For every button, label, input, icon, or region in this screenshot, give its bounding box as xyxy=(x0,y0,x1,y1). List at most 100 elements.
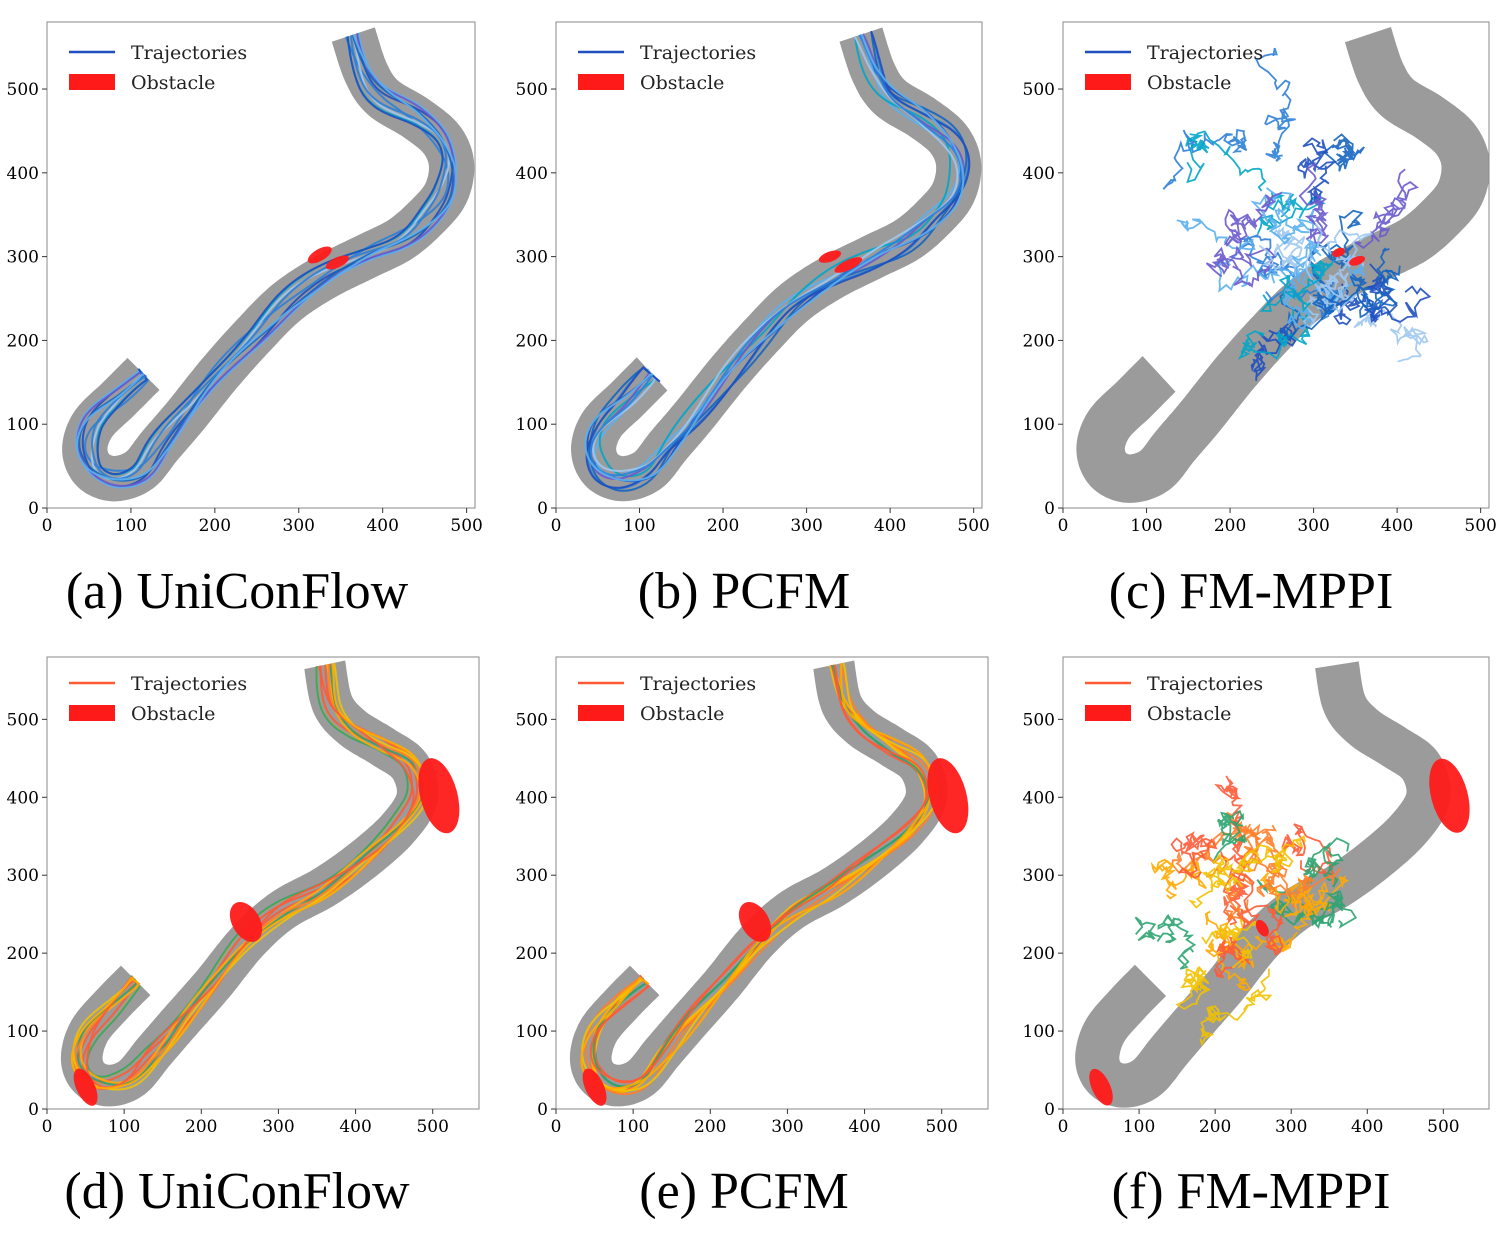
legend-obstacle-label: Obstacle xyxy=(1147,72,1231,94)
x-tick-label: 400 xyxy=(874,516,906,536)
caption-c: (c) FM-MPPI xyxy=(1108,563,1394,620)
x-tick-label: 0 xyxy=(1058,1117,1069,1137)
x-tick-label: 100 xyxy=(115,516,147,536)
y-tick-label: 300 xyxy=(7,866,39,886)
trajectory-line xyxy=(1213,936,1251,979)
y-tick-label: 0 xyxy=(1044,499,1055,519)
x-tick-label: 100 xyxy=(623,516,655,536)
trajectory-line xyxy=(1353,309,1429,363)
trajectory-line xyxy=(1250,187,1317,245)
legend-obstacle-label: Obstacle xyxy=(640,703,724,725)
x-tick-label: 100 xyxy=(617,1117,649,1137)
trajectory-line xyxy=(72,662,429,1091)
plot-frame xyxy=(1062,656,1490,1110)
trajectory-line xyxy=(1201,918,1260,969)
panel-c: 0 100 200 300 400 500 0 100 200 300 400 500 Trajecto… xyxy=(1023,21,1497,536)
road xyxy=(1076,22,1489,503)
legend-obstacle-swatch xyxy=(1085,705,1131,721)
obstacle xyxy=(73,1068,98,1106)
legend-obstacle-swatch xyxy=(578,705,624,721)
legend-obstacle-swatch xyxy=(69,74,115,90)
trajectory-line xyxy=(76,663,424,1086)
obstacle xyxy=(1349,255,1366,266)
caption-e: (e) PCFM xyxy=(639,1163,849,1220)
plot-area xyxy=(62,22,475,502)
trajectory-line xyxy=(1303,837,1350,888)
trajectory-line xyxy=(589,34,963,477)
plot-frame xyxy=(555,656,989,1110)
x-tick-label: 0 xyxy=(1058,516,1069,536)
legend-trajectories-label: Trajectories xyxy=(1147,673,1263,695)
trajectory-line xyxy=(76,34,457,481)
y-tick-label: 100 xyxy=(1023,1022,1055,1042)
y-tick-label: 0 xyxy=(28,499,39,519)
x-tick-label: 300 xyxy=(1275,1117,1307,1137)
legend-obstacle-label: Obstacle xyxy=(1147,703,1231,725)
y-tick-label: 300 xyxy=(516,248,548,268)
y-tick-label: 500 xyxy=(516,710,548,730)
y-tick-label: 400 xyxy=(516,788,548,808)
trajectory-line xyxy=(1231,872,1285,956)
trajectory-line xyxy=(1243,838,1342,896)
trajectory-line xyxy=(1239,234,1297,281)
x-tick-label: 500 xyxy=(450,516,482,536)
x-tick-label: 500 xyxy=(1427,1117,1459,1137)
y-tick-label: 500 xyxy=(7,710,39,730)
trajectory-line xyxy=(1256,192,1327,235)
trajectory-line xyxy=(1170,831,1218,879)
x-tick-label: 200 xyxy=(707,516,739,536)
y-tick-label: 200 xyxy=(1023,331,1055,351)
legend: Trajectories Obstacle xyxy=(69,42,247,94)
legend-obstacle-label: Obstacle xyxy=(131,703,215,725)
x-tick-label: 0 xyxy=(42,516,53,536)
x-tick-label: 400 xyxy=(339,1117,371,1137)
legend: Trajectories Obstacle xyxy=(578,673,756,725)
trajectory-line xyxy=(1205,245,1276,288)
y-tick-label: 300 xyxy=(1023,866,1055,886)
panel-d: 0 100 200 300 400 500 0 100 200 300 400 500 Trajecto… xyxy=(7,656,480,1137)
trajectory-line xyxy=(1185,130,1267,192)
trajectory-line xyxy=(1254,47,1296,162)
legend-trajectories-label: Trajectories xyxy=(131,42,247,64)
x-tick-label: 500 xyxy=(1464,516,1496,536)
y-tick-label: 100 xyxy=(7,415,39,435)
caption-f: (f) FM-MPPI xyxy=(1111,1163,1391,1220)
obstacle xyxy=(927,758,969,834)
y-tick-label: 400 xyxy=(1023,788,1055,808)
plot-area xyxy=(571,22,982,502)
trajectory-line xyxy=(1176,218,1282,293)
road xyxy=(62,22,475,502)
y-tick-label: 500 xyxy=(1023,80,1055,100)
plot-frame xyxy=(1062,21,1490,509)
y-tick-label: 300 xyxy=(1023,248,1055,268)
plot-area xyxy=(1076,22,1489,503)
y-tick-label: 300 xyxy=(7,248,39,268)
trajectory-line xyxy=(1134,914,1197,970)
y-tick-label: 500 xyxy=(516,80,548,100)
legend-obstacle-swatch xyxy=(578,74,624,90)
y-tick-label: 100 xyxy=(7,1022,39,1042)
trajectory-line xyxy=(1349,247,1400,319)
y-tick-label: 500 xyxy=(1023,710,1055,730)
x-tick-label: 500 xyxy=(925,1117,957,1137)
x-tick-label: 400 xyxy=(1381,516,1413,536)
trajectory-line xyxy=(1150,858,1207,900)
panel-f: 0 100 200 300 400 500 0 100 200 300 400 500 Trajecto… xyxy=(1023,656,1490,1137)
trajectory-line xyxy=(1171,819,1262,875)
x-tick-label: 500 xyxy=(957,516,989,536)
trajectory-line xyxy=(580,663,934,1090)
x-tick-label: 0 xyxy=(551,516,562,536)
panel-b: 0 100 200 300 400 500 0 100 200 300 400 500 Trajecto… xyxy=(516,21,990,536)
legend-obstacle-swatch xyxy=(69,705,115,721)
y-tick-label: 200 xyxy=(7,944,39,964)
x-tick-label: 300 xyxy=(283,516,315,536)
x-tick-label: 400 xyxy=(1351,1117,1383,1137)
legend: Trajectories Obstacle xyxy=(69,673,247,725)
x-tick-label: 200 xyxy=(1199,1117,1231,1137)
x-tick-label: 300 xyxy=(790,516,822,536)
legend-obstacle-swatch xyxy=(1085,74,1131,90)
trajectory-line xyxy=(1175,965,1211,1011)
y-tick-label: 500 xyxy=(7,80,39,100)
trajectory-line xyxy=(1214,775,1250,869)
trajectory-line xyxy=(71,663,426,1090)
